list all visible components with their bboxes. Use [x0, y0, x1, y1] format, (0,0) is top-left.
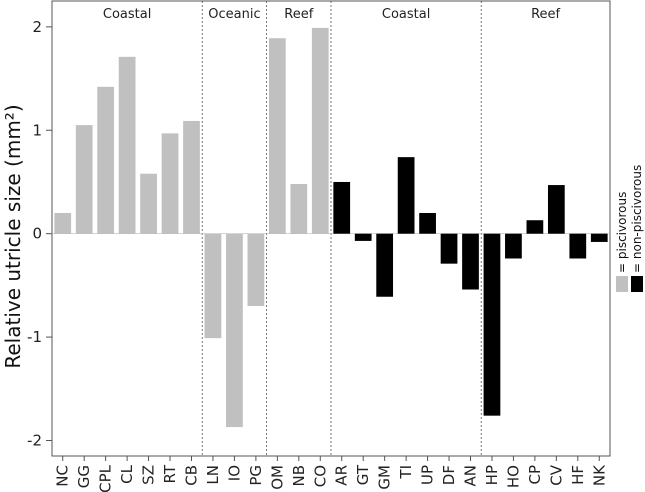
group-labels: Coastal Oceanic Reef Coastal Reef	[103, 7, 561, 22]
legend-label-n: = non-piscivorous	[630, 165, 644, 273]
x-tick-label: NK	[590, 464, 608, 486]
bar-ho	[505, 233, 522, 259]
bar-nk	[590, 233, 608, 242]
x-tick-label: CP	[526, 465, 544, 485]
y-tick-label: 1	[32, 121, 42, 139]
x-tick-label: CL	[118, 464, 136, 483]
bar-nb	[290, 184, 308, 234]
x-tick-label: CO	[311, 465, 329, 487]
x-tick-label: HF	[569, 465, 587, 485]
bar-cl	[118, 56, 136, 234]
y-tick-label: -2	[27, 431, 42, 449]
bar-io	[226, 233, 243, 428]
bar-pg	[247, 233, 265, 307]
bar-gg	[75, 125, 93, 234]
x-tick-label: NC	[54, 465, 72, 487]
bar-up	[419, 212, 436, 234]
y-axis-title: Relative utricle size (mm²)	[1, 104, 25, 368]
x-tick-label: TI	[397, 465, 415, 480]
bar-cp	[526, 220, 544, 234]
bar-hf	[569, 233, 587, 259]
x-tick-label: AR	[333, 465, 351, 486]
legend: = piscivorous = non-piscivorous	[615, 165, 644, 292]
bar-an	[462, 233, 479, 290]
bars	[54, 27, 608, 428]
y-tick-label: 2	[32, 18, 42, 36]
legend-label-p: = piscivorous	[615, 192, 629, 273]
y-tick-label: 0	[32, 225, 42, 243]
group-label: Reef	[284, 7, 313, 22]
x-tick-label: HP	[483, 465, 501, 485]
legend-swatch-n	[631, 276, 643, 292]
x-tick-label: PG	[247, 465, 265, 486]
bar-om	[268, 38, 286, 234]
bar-cb	[183, 120, 200, 234]
x-tick-label: CV	[547, 464, 565, 485]
bar-gt	[354, 233, 372, 241]
group-label: Reef	[531, 7, 560, 22]
x-tick-label: LN	[204, 465, 222, 485]
bar-ti	[397, 157, 415, 234]
legend-swatch-p	[616, 276, 628, 292]
group-label: Oceanic	[208, 7, 260, 22]
bar-gm	[376, 233, 394, 297]
bar-nc	[54, 212, 72, 234]
x-tick-label: HO	[504, 465, 522, 488]
x-tick-label: RT	[161, 464, 179, 483]
bar-df	[440, 233, 458, 264]
x-tick-label: NB	[290, 465, 308, 487]
bar-hp	[483, 233, 501, 416]
bar-ar	[333, 181, 351, 234]
x-tick-label: UP	[419, 465, 437, 485]
x-tick-label: CB	[183, 465, 201, 486]
bar-rt	[161, 133, 179, 234]
bar-co	[311, 27, 329, 234]
x-tick-label: OM	[268, 465, 286, 490]
x-tick-label: AN	[462, 465, 480, 486]
y-tick-label: -1	[27, 328, 42, 346]
x-tick-label: GT	[354, 464, 372, 485]
x-tick-label: GM	[376, 465, 394, 490]
x-tick-label: GG	[75, 465, 93, 488]
y-axis: -2 -1 0 1 2	[27, 18, 52, 449]
x-tick-label: DF	[440, 465, 458, 485]
bar-cv	[547, 185, 565, 234]
x-tick-label: CPL	[97, 464, 115, 492]
group-label: Coastal	[382, 7, 430, 22]
bar-cpl	[97, 86, 115, 234]
bar-sz	[140, 173, 157, 234]
x-axis: NC GG CPL CL SZ RT CB LN IO PG OM NB CO AR GT GM TI UP DF A…	[54, 456, 608, 492]
group-label: Coastal	[103, 7, 151, 22]
x-tick-label: IO	[225, 465, 243, 481]
x-tick-label: SZ	[140, 465, 158, 485]
bar-ln	[204, 233, 222, 339]
